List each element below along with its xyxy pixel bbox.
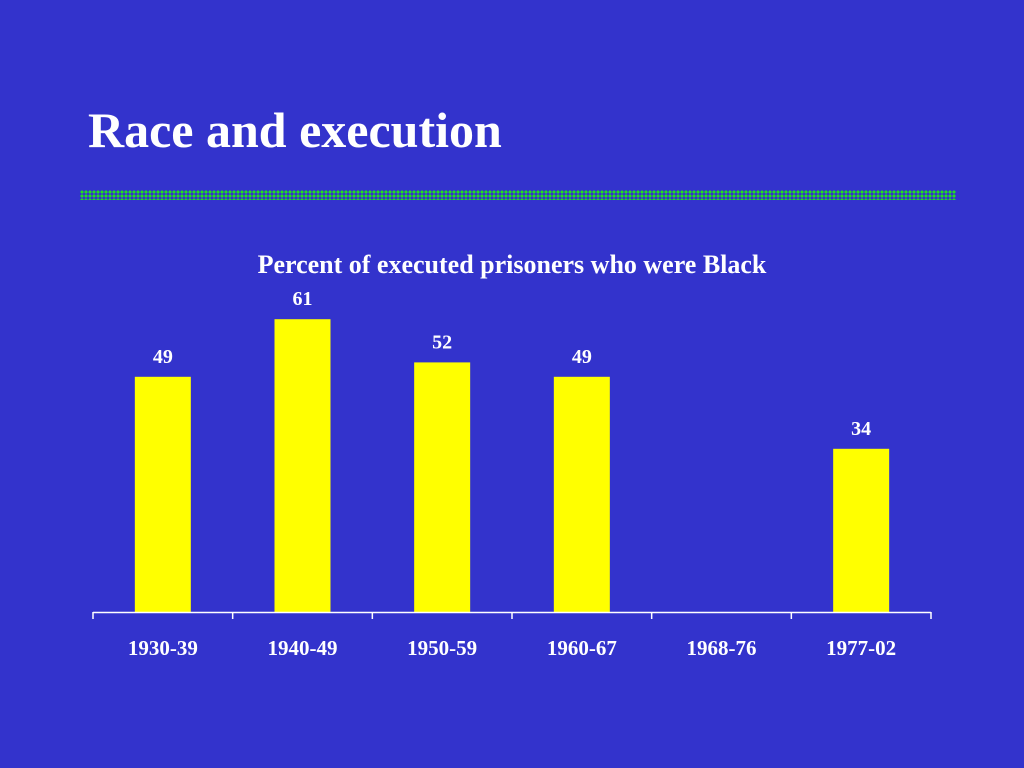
slide-title: Race and execution bbox=[88, 102, 502, 158]
bar-1940-49 bbox=[274, 319, 331, 612]
data-label-1950-59: 52 bbox=[432, 331, 452, 353]
title-divider bbox=[80, 190, 956, 200]
x-tick-label-1968-76: 1968-76 bbox=[687, 636, 757, 660]
chart-title: Percent of executed prisoners who were B… bbox=[257, 250, 767, 279]
x-tick-label-1930-39: 1930-39 bbox=[128, 636, 198, 660]
x-tick-label-1940-49: 1940-49 bbox=[268, 636, 338, 660]
data-label-1940-49: 61 bbox=[293, 288, 313, 310]
data-label-1960-67: 49 bbox=[572, 346, 592, 368]
x-tick-label-1977-02: 1977-02 bbox=[826, 636, 896, 660]
bar-1977-02 bbox=[833, 448, 890, 612]
bar-1950-59 bbox=[414, 362, 471, 612]
bar-1930-39 bbox=[134, 376, 191, 612]
x-tick-label-1950-59: 1950-59 bbox=[407, 636, 477, 660]
bar-1960-67 bbox=[553, 376, 610, 612]
x-tick-label-1960-67: 1960-67 bbox=[547, 636, 617, 660]
data-label-1977-02: 34 bbox=[851, 418, 871, 440]
data-label-1930-39: 49 bbox=[153, 346, 173, 368]
